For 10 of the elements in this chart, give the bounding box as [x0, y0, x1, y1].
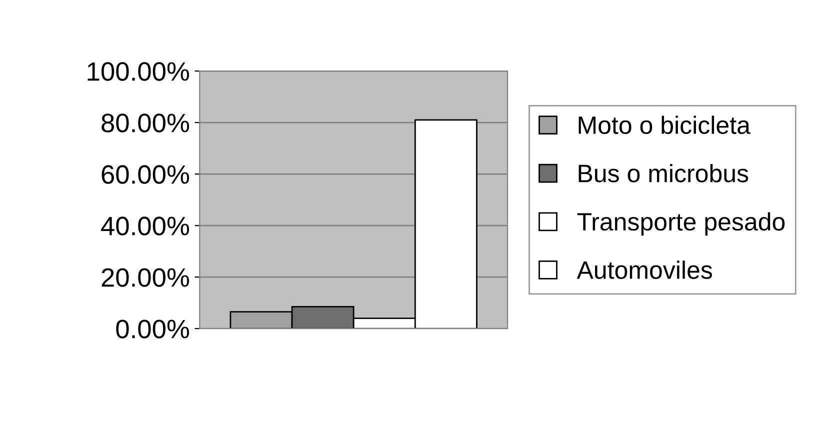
y-tick-label: 0.00% — [116, 320, 190, 338]
y-tick-label: 40.00% — [101, 216, 190, 236]
y-tick-label: 60.00% — [102, 165, 190, 184]
legend-label: Moto o bicicleta — [578, 116, 750, 134]
legend-label: Bus o microbus — [578, 164, 748, 182]
legend-label: Automoviles — [576, 260, 712, 279]
legend-label: Transporte pesado — [577, 212, 785, 236]
y-tick-label: 100.00% — [88, 62, 190, 81]
y-tick-label: 80.00% — [102, 114, 190, 132]
y-tick-label: 20.00% — [102, 268, 190, 287]
